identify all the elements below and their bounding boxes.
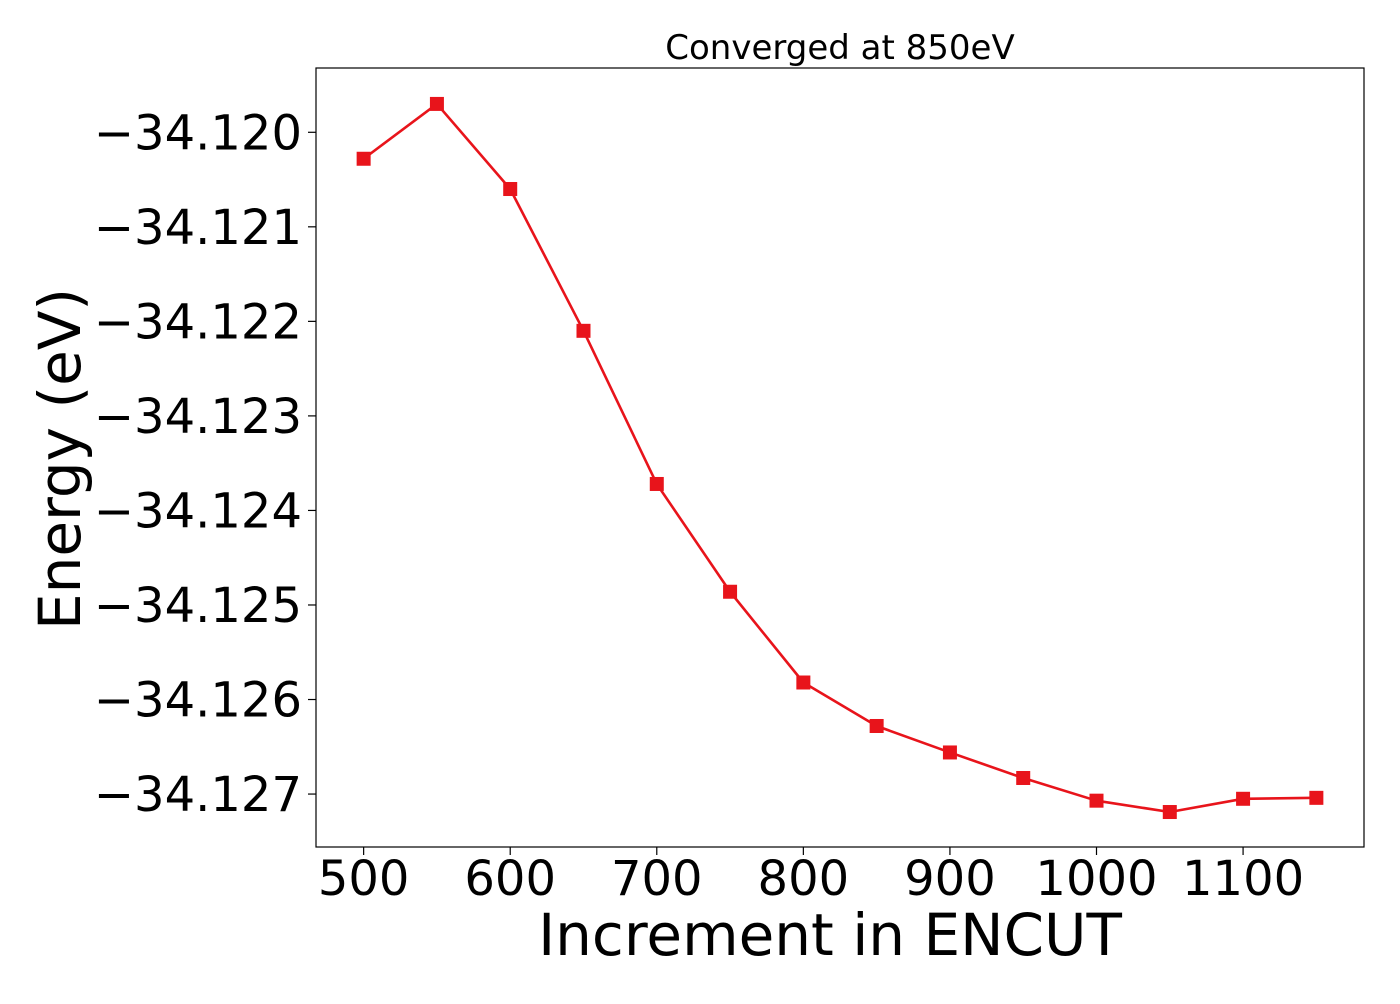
data-point-marker xyxy=(1016,770,1031,785)
y-tick-label: −34.122 xyxy=(94,294,302,350)
x-tick-label: 1000 xyxy=(1035,851,1157,907)
x-tick-label: 900 xyxy=(904,851,996,907)
y-tick-label: −34.120 xyxy=(94,105,302,161)
y-axis-label: Energy (eV) xyxy=(26,288,94,630)
plot-area-frame xyxy=(315,67,1365,848)
y-axis-ticks: −34.120 −34.121 −34.122 −34.123 −34.124 −34.1… xyxy=(94,105,316,823)
data-point-marker xyxy=(942,745,957,760)
data-point-marker xyxy=(356,151,371,166)
x-tick-label: 500 xyxy=(318,851,410,907)
data-point-marker xyxy=(1309,790,1324,805)
data-point-marker xyxy=(503,182,518,197)
x-tick-label: 600 xyxy=(464,851,556,907)
data-point-marker xyxy=(723,584,738,599)
y-tick-label: −34.121 xyxy=(94,200,302,256)
y-tick-label: −34.124 xyxy=(94,483,302,539)
x-axis-ticks: 500 600 700 800 900 1000 1100 xyxy=(318,847,1304,907)
data-point-marker xyxy=(576,323,591,338)
data-point-marker xyxy=(1162,805,1177,820)
x-tick-label: 1100 xyxy=(1182,851,1304,907)
series-energy xyxy=(356,96,1324,820)
data-point-marker xyxy=(1089,793,1104,808)
y-tick-label: −34.125 xyxy=(94,578,302,634)
x-axis-label: Increment in ENCUT xyxy=(538,901,1122,969)
data-point-marker xyxy=(869,718,884,733)
series-line xyxy=(362,102,1317,814)
data-point-marker xyxy=(649,476,664,491)
x-tick-label: 700 xyxy=(611,851,703,907)
x-tick-label: 800 xyxy=(758,851,850,907)
data-point-marker xyxy=(1236,791,1251,806)
y-tick-label: −34.123 xyxy=(94,389,302,445)
y-tick-label: −34.126 xyxy=(94,673,302,729)
y-tick-label: −34.127 xyxy=(94,767,302,823)
data-point-marker xyxy=(429,96,444,111)
data-point-marker xyxy=(796,675,811,690)
chart-title: Converged at 850eV xyxy=(665,28,1014,68)
